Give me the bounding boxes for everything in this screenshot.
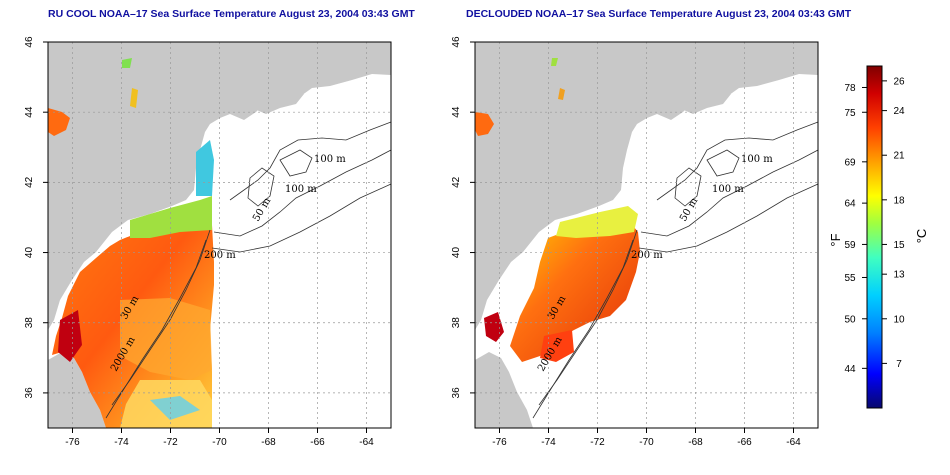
f-tick-label: 44 [844, 364, 856, 375]
lat-tick-label: 38 [451, 317, 462, 329]
lat-tick-label: 46 [24, 36, 35, 48]
lon-tick-label: -70 [212, 437, 227, 448]
lon-tick-label: -66 [737, 437, 752, 448]
c-tick-label: 13 [893, 270, 905, 281]
lon-tick-label: -68 [688, 437, 703, 448]
lon-tick-label: -74 [541, 437, 556, 448]
lat-tick-label: 36 [24, 387, 35, 399]
fahrenheit-ticks: 44 50 55 59 64 69 75 78 [844, 83, 867, 375]
lat-tick-label: 36 [451, 387, 462, 399]
lon-tick-label: -64 [359, 437, 374, 448]
graticule [475, 41, 818, 428]
lat-tick-label: 44 [451, 106, 462, 118]
lon-tick-label: -72 [590, 437, 605, 448]
lon-tick-label: -74 [114, 437, 129, 448]
lon-tick-label: -72 [163, 437, 178, 448]
bathymetry-contours [105, 121, 392, 419]
map-axes-right: -76 -74 -72 -70 -68 -66 -64 36 38 40 42 44 46 [451, 36, 801, 448]
lat-tick-label: 42 [451, 176, 462, 188]
land-mask [475, 42, 818, 428]
lon-tick-label: -64 [786, 437, 801, 448]
lon-tick-label: -76 [65, 437, 80, 448]
f-tick-label: 69 [844, 157, 856, 168]
lon-tick-label: -68 [261, 437, 276, 448]
lat-tick-label: 46 [451, 36, 462, 48]
land-mask [48, 42, 391, 428]
f-tick-label: 75 [844, 108, 856, 119]
f-tick-label: 55 [844, 273, 856, 284]
map-title-right: DECLOUDED NOAA–17 Sea Surface Temperatur… [466, 8, 852, 20]
f-tick-label: 64 [844, 199, 856, 210]
contour-label-200m: 200 m [631, 250, 663, 261]
contour-label-100m-north: 100 m [741, 154, 773, 165]
lat-tick-label: 44 [24, 106, 35, 118]
sst-field-left [48, 58, 214, 428]
temperature-colorbar: 44 50 55 59 64 69 75 78 7 10 13 15 18 21 24 26 °F °C [828, 65, 929, 409]
c-tick-label: 15 [893, 240, 905, 251]
lon-tick-label: -76 [492, 437, 507, 448]
c-tick-label: 21 [893, 151, 905, 162]
contour-label-100m: 100 m [285, 184, 317, 195]
contour-label-200m: 200 m [204, 250, 236, 261]
map-axes-left: -76 -74 -72 -70 -68 -66 -64 36 38 40 42 44 46 [24, 36, 374, 448]
lon-tick-label: -70 [639, 437, 654, 448]
bathymetry-contours [532, 121, 819, 419]
lat-tick-label: 40 [451, 247, 462, 259]
map-title-left: RU COOL NOAA–17 Sea Surface Temperature … [48, 8, 415, 20]
f-tick-label: 59 [844, 240, 856, 251]
contour-label-100m: 100 m [712, 184, 744, 195]
c-tick-label: 24 [893, 106, 905, 117]
sst-map-left: 100 m 100 m 50 m 200 m 30 m 2000 m -76 -7… [24, 36, 392, 448]
c-tick-label: 26 [893, 76, 905, 87]
lat-tick-label: 42 [24, 176, 35, 188]
c-tick-label: 7 [896, 359, 902, 370]
lat-tick-label: 40 [24, 247, 35, 259]
c-tick-label: 18 [893, 195, 905, 206]
c-tick-label: 10 [893, 314, 905, 325]
sst-map-right: 100 m 100 m 50 m 200 m 30 m 2000 m -76 -7… [451, 36, 819, 448]
lat-tick-label: 38 [24, 317, 35, 329]
contour-label-100m-north: 100 m [314, 154, 346, 165]
f-tick-label: 50 [844, 314, 856, 325]
colorbar-gradient [866, 65, 883, 409]
fahrenheit-unit-label: °F [828, 233, 843, 246]
celsius-ticks: 7 10 13 15 18 21 24 26 [882, 76, 905, 370]
f-tick-label: 78 [844, 83, 856, 94]
lon-tick-label: -66 [310, 437, 325, 448]
celsius-unit-label: °C [914, 229, 929, 244]
